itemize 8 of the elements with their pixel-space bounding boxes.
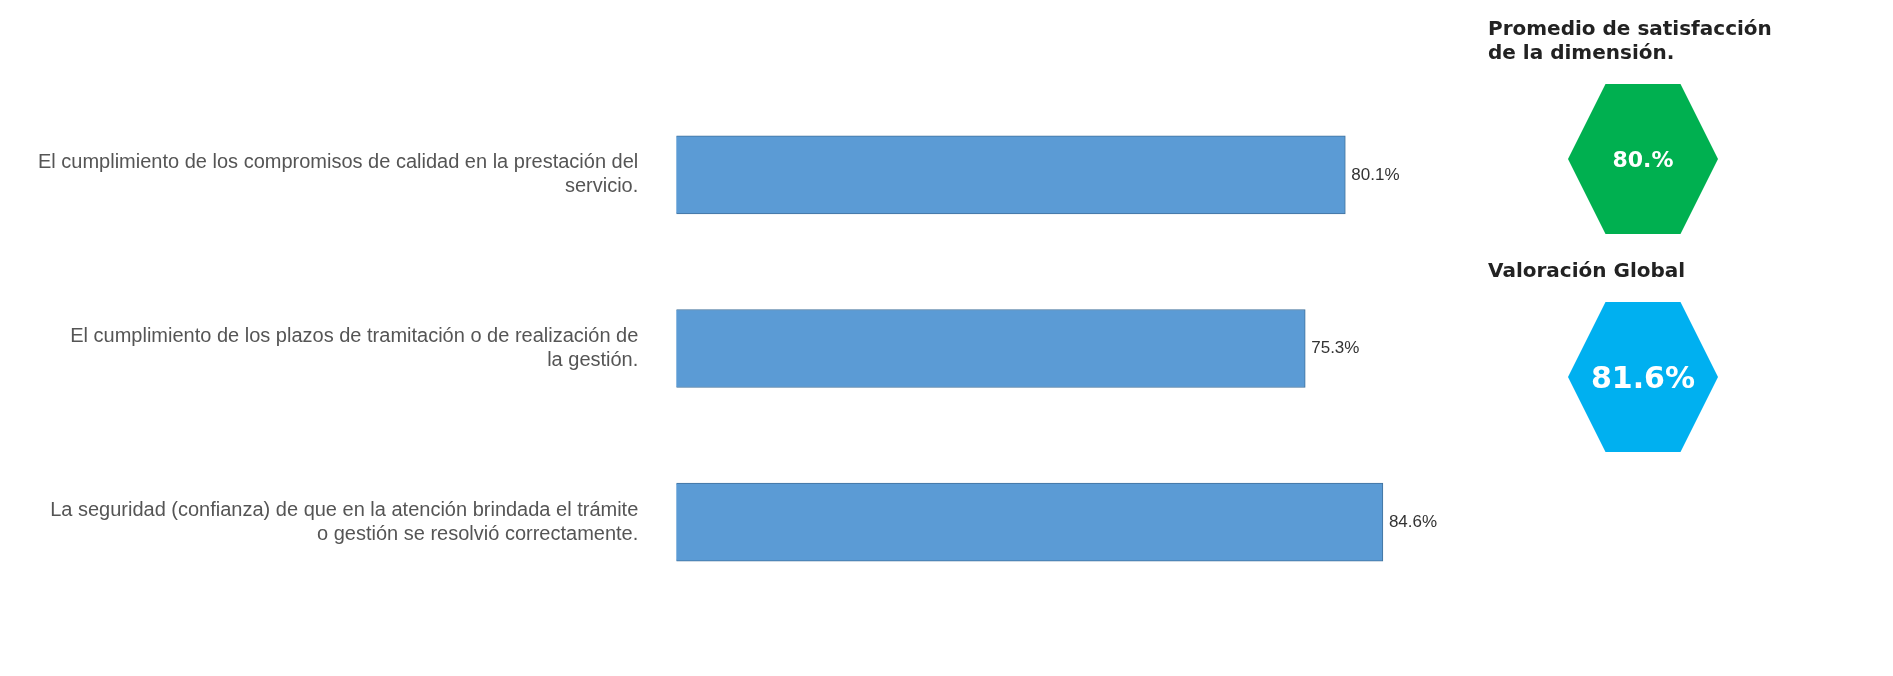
data-label: 84.6% xyxy=(1388,511,1438,531)
text: Promedio de satisfacción de la dimensión. xyxy=(1488,16,1773,64)
y-tick-label: El cumplimiento de los plazos de tramitación o de realización de la gestión. xyxy=(70,324,639,371)
data-label: 75.3% xyxy=(1311,338,1360,358)
y-tick-label: El cumplimiento de los compromisos de calidad en la prestación del servicio. xyxy=(37,150,639,197)
text: Valoración Global xyxy=(1488,258,1687,282)
data-label: 80.1% xyxy=(1351,164,1400,184)
y-tick-label: La seguridad (confianza) de que en la atención brindada el trámite o gestión se resolvió correctamente. xyxy=(50,497,639,544)
